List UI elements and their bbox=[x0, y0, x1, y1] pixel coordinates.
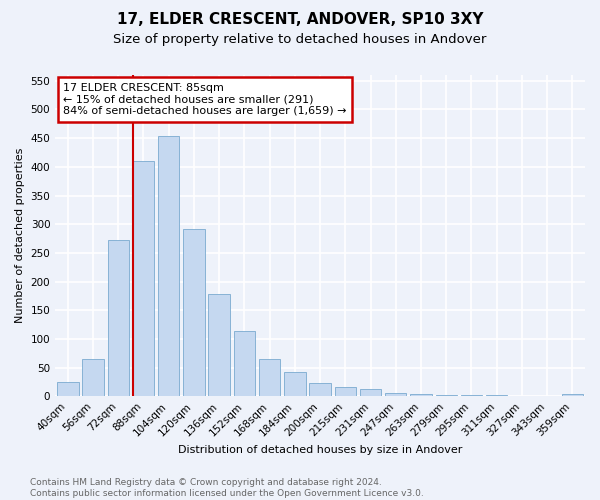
Y-axis label: Number of detached properties: Number of detached properties bbox=[15, 148, 25, 324]
Bar bbox=[360, 390, 381, 396]
Text: Size of property relative to detached houses in Andover: Size of property relative to detached ho… bbox=[113, 32, 487, 46]
Bar bbox=[82, 359, 104, 397]
Bar bbox=[436, 394, 457, 396]
Text: 17, ELDER CRESCENT, ANDOVER, SP10 3XY: 17, ELDER CRESCENT, ANDOVER, SP10 3XY bbox=[117, 12, 483, 28]
Bar bbox=[310, 382, 331, 396]
Bar bbox=[259, 359, 280, 397]
Text: Contains HM Land Registry data © Crown copyright and database right 2024.
Contai: Contains HM Land Registry data © Crown c… bbox=[30, 478, 424, 498]
Bar bbox=[158, 136, 179, 396]
Bar bbox=[385, 393, 406, 396]
Text: 17 ELDER CRESCENT: 85sqm
← 15% of detached houses are smaller (291)
84% of semi-: 17 ELDER CRESCENT: 85sqm ← 15% of detach… bbox=[63, 83, 347, 116]
Bar bbox=[461, 395, 482, 396]
Bar bbox=[233, 332, 255, 396]
Bar bbox=[133, 161, 154, 396]
Bar bbox=[410, 394, 432, 396]
Bar bbox=[57, 382, 79, 396]
Bar bbox=[562, 394, 583, 396]
Bar bbox=[107, 240, 129, 396]
Bar bbox=[335, 387, 356, 396]
Bar bbox=[486, 395, 508, 396]
Bar bbox=[183, 229, 205, 396]
Bar bbox=[208, 294, 230, 397]
X-axis label: Distribution of detached houses by size in Andover: Distribution of detached houses by size … bbox=[178, 445, 462, 455]
Bar bbox=[284, 372, 305, 396]
